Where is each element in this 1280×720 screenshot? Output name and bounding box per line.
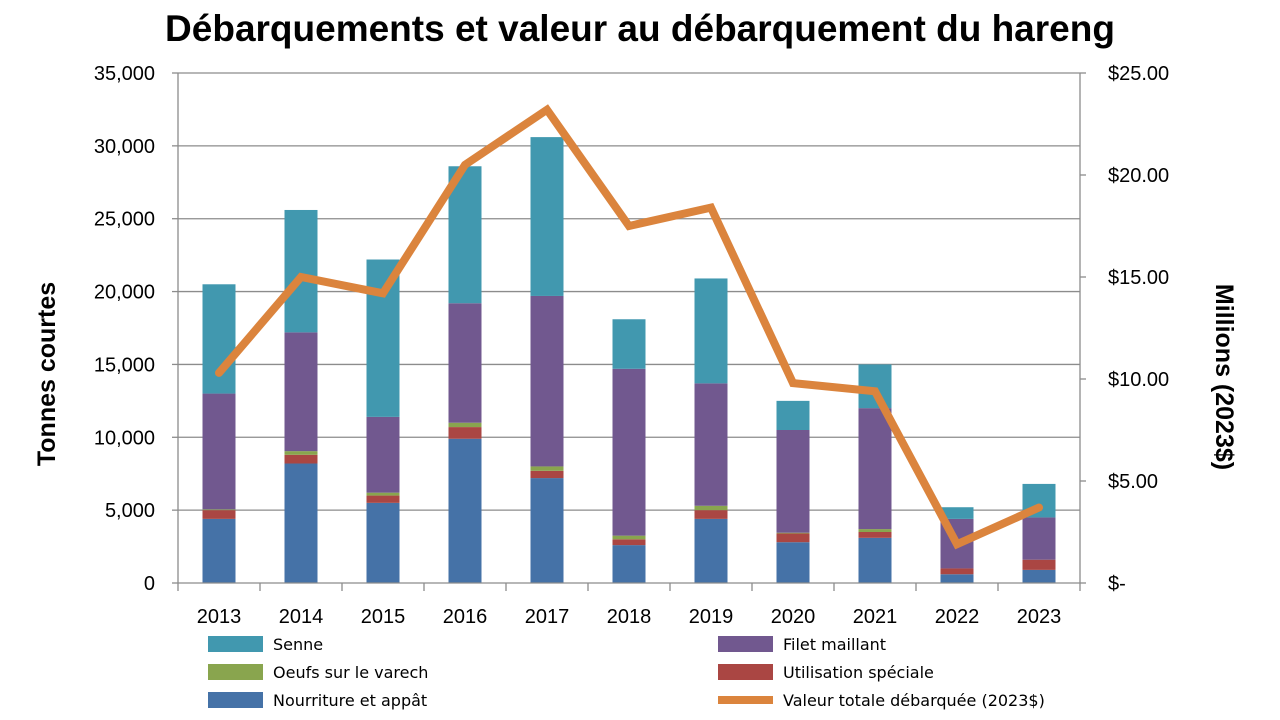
x-tick-label: 2013 [197, 606, 242, 628]
y2-tick-label: $25.00 [1108, 63, 1169, 85]
x-tick-label: 2019 [689, 606, 734, 628]
legend-label: Utilisation spéciale [783, 663, 934, 682]
bar-segment [202, 510, 236, 519]
bar-segment [694, 505, 728, 511]
x-tick-label: 2015 [361, 606, 406, 628]
bar-segment [694, 518, 728, 583]
bar-segment [940, 507, 974, 519]
bar-segment [694, 278, 728, 384]
legend-label: Oeufs sur le varech [273, 663, 428, 682]
bar-segment [776, 430, 810, 533]
y-tick-label: 15,000 [94, 354, 155, 376]
value-line [215, 104, 1043, 550]
legend: Senne Filet maillant Oeufs sur le varech Ut… [208, 635, 1045, 710]
bar-segment [366, 416, 400, 493]
x-tick-label: 2021 [853, 606, 898, 628]
bar-segment [612, 368, 646, 536]
bar-segment [694, 383, 728, 506]
x-tick-label: 2017 [525, 606, 570, 628]
bar-segment [202, 284, 236, 394]
bar-segment [612, 319, 646, 369]
y-tick-label: 30,000 [94, 136, 155, 158]
bar-segment [858, 408, 892, 530]
bar-segment [448, 427, 482, 439]
legend-label: Nourriture et appât [273, 691, 427, 710]
y-axis-title: Tonnes courtes [33, 282, 61, 466]
y2-tick-label: $10.00 [1108, 369, 1169, 391]
bar-segment [202, 393, 236, 510]
y-tick-label: 10,000 [94, 427, 155, 449]
bar-segment [284, 332, 318, 452]
axes [172, 72, 1086, 591]
bar-segment [284, 209, 318, 333]
bar-segment [530, 470, 564, 479]
bar-segment [448, 422, 482, 428]
bar-segment [448, 438, 482, 583]
bar-segment [284, 451, 318, 455]
legend-label: Senne [273, 635, 323, 654]
bar-segment [366, 502, 400, 583]
x-tick-label: 2018 [607, 606, 652, 628]
bar-segment [776, 532, 810, 534]
y2-tick-label: $15.00 [1108, 267, 1169, 289]
bar-segment [776, 533, 810, 543]
legend-swatch [208, 664, 263, 680]
y2-tick-label: $- [1108, 573, 1126, 595]
legend-swatch [208, 636, 263, 652]
x-tick-label: 2020 [771, 606, 816, 628]
bar-segment [202, 518, 236, 583]
bar-segment [776, 542, 810, 583]
bar-segment [858, 537, 892, 583]
y-tick-label: 25,000 [94, 209, 155, 231]
y-tick-label: 20,000 [94, 282, 155, 304]
x-tick-label: 2023 [1017, 606, 1062, 628]
bar-segment [858, 529, 892, 532]
bar-segment [612, 535, 646, 540]
y-tick-label: 35,000 [94, 63, 155, 85]
bar-segment [1022, 559, 1056, 570]
bar-segment [202, 509, 236, 511]
bar-segment [940, 574, 974, 583]
legend-label: Filet maillant [783, 635, 886, 654]
bar-segment [530, 478, 564, 583]
legend-swatch [718, 636, 773, 652]
x-tick-label: 2022 [935, 606, 980, 628]
bar-segment [1022, 569, 1056, 583]
y2-tick-label: $5.00 [1108, 471, 1158, 493]
chart-title: Débarquements et valeur au débarquement … [165, 8, 1115, 49]
bar-segment [694, 510, 728, 519]
legend-swatch [718, 664, 773, 680]
bar-segment [366, 495, 400, 503]
y-tick-label: 0 [144, 573, 155, 595]
bar-segment [612, 545, 646, 583]
bar-segment [366, 259, 400, 417]
legend-label: Valeur totale débarquée (2023$) [783, 691, 1045, 710]
tick-labels: 0 5,000 10,000 15,000 20,000 25,000 30,000 35,0… [94, 63, 1169, 628]
bar-segment [530, 466, 564, 471]
bar-segment [284, 463, 318, 583]
bars [202, 137, 1056, 583]
x-tick-label: 2014 [279, 606, 324, 628]
bar-segment [1022, 517, 1056, 560]
bar-segment [530, 295, 564, 467]
bar-segment [940, 568, 974, 575]
bar-segment [366, 492, 400, 496]
bar-segment [284, 454, 318, 464]
y2-axis-title: Millions (2023$) [1210, 284, 1238, 470]
legend-swatch [208, 692, 263, 708]
y2-tick-label: $20.00 [1108, 165, 1169, 187]
bar-segment [530, 137, 564, 296]
y-tick-label: 5,000 [105, 500, 155, 522]
bar-segment [858, 532, 892, 538]
bar-segment [448, 303, 482, 423]
bar-segment [776, 400, 810, 430]
bar-segment [612, 539, 646, 546]
x-tick-label: 2016 [443, 606, 488, 628]
